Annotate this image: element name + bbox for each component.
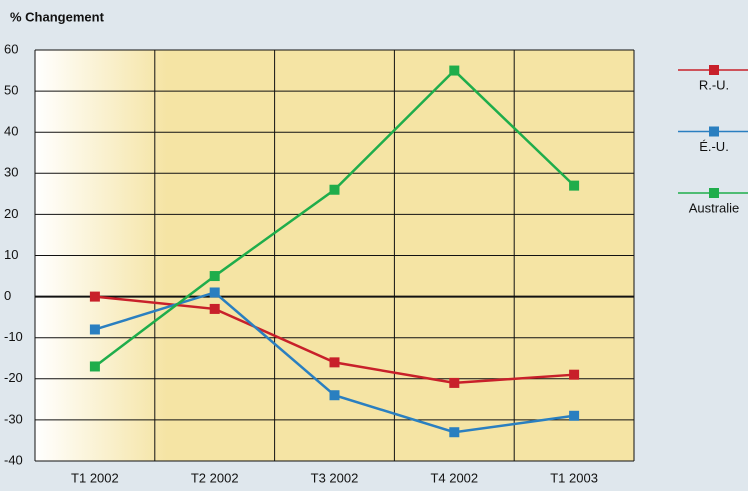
point-marker (329, 357, 340, 368)
x-tick-label: T2 2002 (191, 470, 239, 485)
point-marker (209, 271, 220, 282)
point-marker (569, 369, 580, 380)
y-tick-label: 20 (4, 206, 18, 221)
legend-marker (709, 126, 719, 137)
y-tick-label: -10 (4, 329, 23, 344)
point-marker (449, 65, 460, 76)
y-tick-label: 40 (4, 124, 18, 139)
y-tick-label: 0 (4, 288, 11, 303)
legend-label: É.-U. (699, 139, 729, 154)
y-tick-label: 50 (4, 83, 18, 98)
point-marker (449, 377, 460, 388)
point-marker (89, 324, 100, 335)
y-tick-label: -20 (4, 370, 23, 385)
legend-label: Australie (689, 200, 740, 215)
x-tick-label: T1 2003 (550, 470, 598, 485)
x-tick-label: T1 2002 (71, 470, 119, 485)
point-marker (329, 390, 340, 401)
point-marker (209, 287, 220, 298)
point-marker (329, 184, 340, 195)
y-tick-label: 30 (4, 165, 18, 180)
chart-title: % Changement (10, 9, 105, 24)
point-marker (569, 180, 580, 191)
y-tick-label: -30 (4, 411, 23, 426)
legend-label: R.-U. (699, 77, 729, 92)
point-marker (449, 427, 460, 438)
point-marker (569, 410, 580, 421)
legend-marker (709, 188, 719, 198)
point-marker (209, 303, 220, 314)
legend-marker (709, 65, 719, 75)
y-tick-label: 10 (4, 247, 18, 262)
y-tick-label: -40 (4, 452, 23, 467)
point-marker (89, 361, 100, 372)
point-marker (89, 291, 100, 302)
x-tick-label: T4 2002 (430, 470, 478, 485)
y-tick-label: 60 (4, 41, 18, 56)
x-tick-label: T3 2002 (311, 470, 359, 485)
